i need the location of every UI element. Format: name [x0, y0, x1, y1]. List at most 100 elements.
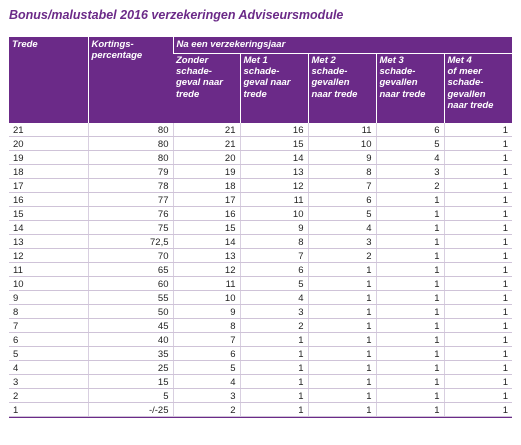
zonder-schade-cell: 16 [172, 206, 240, 221]
table-row: 10 60 11 5 1 1 1 [9, 276, 513, 291]
met-2-schade-cell: 5 [307, 206, 376, 221]
korting-cell: 75 [87, 220, 173, 235]
zonder-schade-cell: 10 [172, 290, 240, 305]
table-row: 15 76 16 10 5 1 1 [9, 206, 513, 221]
trede-cell: 15 [9, 206, 88, 221]
trede-cell: 19 [9, 150, 88, 165]
zonder-schade-cell: 7 [172, 332, 240, 347]
met-1-schade-cell: 6 [239, 262, 308, 277]
table-row: 11 65 12 6 1 1 1 [9, 262, 513, 277]
korting-cell: 15 [87, 374, 173, 389]
met-4-schade-cell: 1 [443, 136, 513, 151]
met-4-schade-cell: 1 [443, 346, 513, 361]
table-row: 17 78 18 12 7 2 1 [9, 178, 513, 193]
trede-cell: 1 [9, 402, 88, 417]
zonder-schade-cell: 17 [172, 192, 240, 207]
table-row: 9 55 10 4 1 1 1 [9, 290, 513, 305]
korting-cell: -/-25 [87, 402, 173, 417]
korting-cell: 78 [87, 178, 173, 193]
met-2-schade-cell: 9 [307, 150, 376, 165]
met-1-schade-cell: 7 [239, 248, 308, 263]
met-3-schade-cell: 2 [375, 178, 444, 193]
met-1-schade-cell: 1 [239, 374, 308, 389]
header-met-3-schade: Met 3 schade- gevallen naar trede [375, 53, 444, 123]
trede-cell: 4 [9, 360, 88, 375]
met-2-schade-cell: 1 [307, 346, 376, 361]
met-4-schade-cell: 1 [443, 332, 513, 347]
korting-cell: 80 [87, 136, 173, 151]
zonder-schade-cell: 21 [172, 136, 240, 151]
trede-cell: 18 [9, 164, 88, 179]
met-1-schade-cell: 1 [239, 332, 308, 347]
header-met-4-schade: Met 4 of meer schade- gevallen naar tred… [443, 53, 513, 123]
met-1-schade-cell: 4 [239, 290, 308, 305]
met-1-schade-cell: 1 [239, 388, 308, 403]
trede-cell: 8 [9, 304, 88, 319]
met-2-schade-cell: 7 [307, 178, 376, 193]
met-2-schade-cell: 1 [307, 318, 376, 333]
zonder-schade-cell: 14 [172, 234, 240, 249]
zonder-schade-cell: 19 [172, 164, 240, 179]
header-kortingspercentage: Kortings- percentage [87, 37, 173, 123]
korting-cell: 55 [87, 290, 173, 305]
met-1-schade-cell: 5 [239, 276, 308, 291]
table-row: 4 25 5 1 1 1 1 [9, 360, 513, 375]
korting-cell: 80 [87, 123, 173, 137]
korting-cell: 35 [87, 346, 173, 361]
trede-cell: 11 [9, 262, 88, 277]
met-4-schade-cell: 1 [443, 402, 513, 417]
met-2-schade-cell: 1 [307, 388, 376, 403]
met-4-schade-cell: 1 [443, 220, 513, 235]
met-3-schade-cell: 1 [375, 332, 444, 347]
trede-cell: 17 [9, 178, 88, 193]
page-title: Bonus/malustabel 2016 verzekeringen Advi… [9, 8, 344, 22]
met-4-schade-cell: 1 [443, 290, 513, 305]
met-3-schade-cell: 1 [375, 234, 444, 249]
met-4-schade-cell: 1 [443, 318, 513, 333]
zonder-schade-cell: 21 [172, 123, 240, 137]
table-row: 1 -/-25 2 1 1 1 1 [9, 402, 513, 417]
trede-cell: 5 [9, 346, 88, 361]
table-row: 13 72,5 14 8 3 1 1 [9, 234, 513, 249]
trede-cell: 3 [9, 374, 88, 389]
zonder-schade-cell: 4 [172, 374, 240, 389]
met-4-schade-cell: 1 [443, 150, 513, 165]
met-2-schade-cell: 6 [307, 192, 376, 207]
met-1-schade-cell: 1 [239, 402, 308, 417]
met-3-schade-cell: 1 [375, 402, 444, 417]
table-row: 5 35 6 1 1 1 1 [9, 346, 513, 361]
zonder-schade-cell: 20 [172, 150, 240, 165]
table-body: 21 80 21 16 11 6 1 20 80 21 15 10 5 1 19 80 20 14 9 4 1 18 79 1… [9, 123, 513, 417]
table-row: 8 50 9 3 1 1 1 [9, 304, 513, 319]
met-2-schade-cell: 10 [307, 136, 376, 151]
met-3-schade-cell: 5 [375, 136, 444, 151]
table-row: 19 80 20 14 9 4 1 [9, 150, 513, 165]
met-2-schade-cell: 8 [307, 164, 376, 179]
table-row: 3 15 4 1 1 1 1 [9, 374, 513, 389]
met-4-schade-cell: 1 [443, 164, 513, 179]
met-2-schade-cell: 1 [307, 402, 376, 417]
trede-cell: 12 [9, 248, 88, 263]
met-3-schade-cell: 1 [375, 360, 444, 375]
table-header: Trede Kortings- percentage Na een verzek… [9, 37, 513, 123]
zonder-schade-cell: 6 [172, 346, 240, 361]
met-4-schade-cell: 1 [443, 206, 513, 221]
table-bottom-rule [9, 417, 512, 418]
met-2-schade-cell: 3 [307, 234, 376, 249]
table-row: 16 77 17 11 6 1 1 [9, 192, 513, 207]
zonder-schade-cell: 12 [172, 262, 240, 277]
table-row: 20 80 21 15 10 5 1 [9, 136, 513, 151]
trede-cell: 13 [9, 234, 88, 249]
met-3-schade-cell: 1 [375, 262, 444, 277]
met-4-schade-cell: 1 [443, 234, 513, 249]
met-4-schade-cell: 1 [443, 360, 513, 375]
met-1-schade-cell: 8 [239, 234, 308, 249]
korting-cell: 77 [87, 192, 173, 207]
met-2-schade-cell: 1 [307, 290, 376, 305]
korting-cell: 25 [87, 360, 173, 375]
trede-cell: 6 [9, 332, 88, 347]
trede-cell: 2 [9, 388, 88, 403]
trede-cell: 16 [9, 192, 88, 207]
trede-cell: 10 [9, 276, 88, 291]
